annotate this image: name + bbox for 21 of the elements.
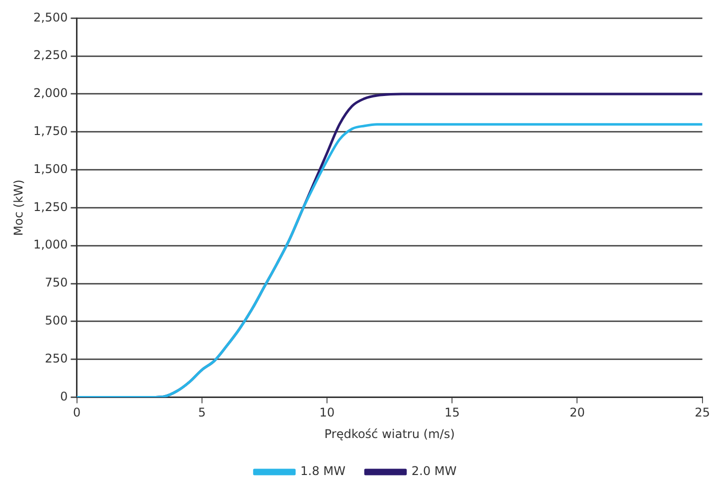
y-tick-label: 1,500 <box>33 162 68 176</box>
y-tick-label: 500 <box>44 314 68 328</box>
x-tick-label: 20 <box>570 406 585 420</box>
legend-label: 1.8 MW <box>300 464 346 478</box>
y-tick-label: 250 <box>44 351 68 366</box>
x-tick-label: 15 <box>444 406 460 420</box>
x-tick-label: 5 <box>198 406 206 420</box>
x-tick-label: 10 <box>319 406 335 420</box>
y-tick-label: 1,000 <box>33 238 68 252</box>
y-tick-label: 2,500 <box>33 10 68 24</box>
y-tick-label: 0 <box>60 389 68 404</box>
y-axis-title: Moc (kW) <box>11 180 26 236</box>
x-tick-label: 25 <box>694 406 710 420</box>
y-tick-label: 2,250 <box>33 48 68 62</box>
y-tick-label: 1,250 <box>33 200 68 214</box>
y-tick-label: 2,000 <box>33 86 68 100</box>
y-tick-label: 1,750 <box>33 124 68 138</box>
legend-label: 2.0 MW <box>412 464 457 478</box>
x-axis-title: Prędkość wiatru (m/s) <box>324 426 455 441</box>
y-tick-label: 750 <box>44 276 68 290</box>
x-tick-label: 0 <box>72 406 81 420</box>
